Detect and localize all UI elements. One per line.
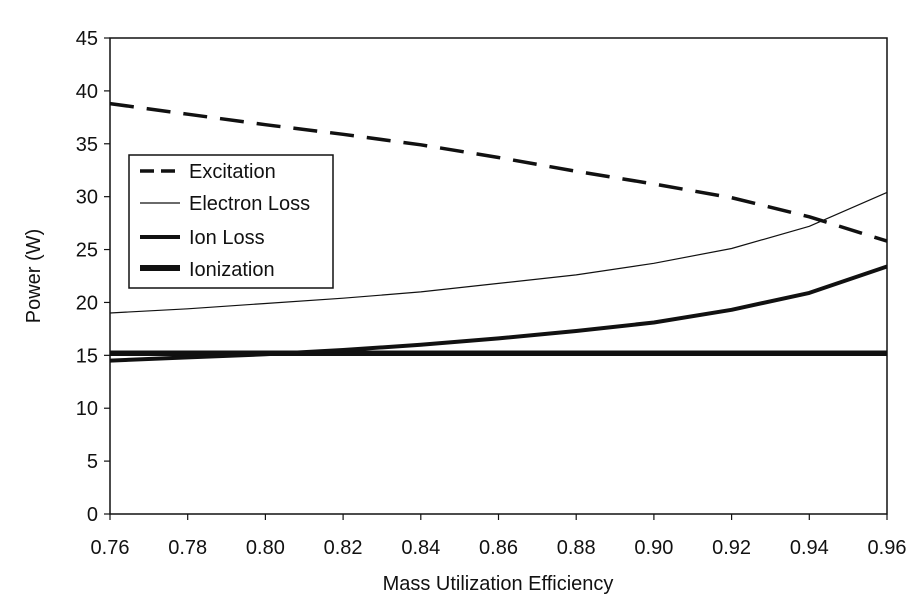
y-tick-label: 40 bbox=[76, 81, 98, 103]
y-tick-label: 15 bbox=[76, 345, 98, 367]
x-tick-label: 0.92 bbox=[712, 537, 751, 559]
x-tick-label: 0.76 bbox=[91, 537, 130, 559]
series-line-excitation bbox=[109, 101, 888, 243]
y-axis: 0 5 10 15 20 25 30 35 40 45 bbox=[76, 28, 110, 526]
x-tick-label: 0.80 bbox=[246, 537, 285, 559]
x-tick-label: 0.90 bbox=[634, 537, 673, 559]
y-tick-label: 0 bbox=[87, 504, 98, 526]
y-tick-label: 25 bbox=[76, 240, 98, 262]
y-tick-label: 5 bbox=[87, 451, 98, 473]
x-tick-label: 0.82 bbox=[324, 537, 363, 559]
y-tick-label: 30 bbox=[76, 187, 98, 209]
x-tick-label: 0.78 bbox=[168, 537, 207, 559]
series-line-electron-loss bbox=[109, 191, 888, 314]
y-tick-label: 35 bbox=[76, 134, 98, 156]
legend-item-ion-loss: Ion Loss bbox=[140, 227, 265, 249]
legend: Excitation Electron Loss Ion Loss Ioniza… bbox=[128, 154, 334, 289]
x-axis: 0.76 0.78 0.80 0.82 0.84 0.86 0.88 0.90 0.92 0.94… bbox=[91, 514, 907, 559]
legend-label-electron-loss: Electron Loss bbox=[189, 193, 310, 215]
x-tick-label: 0.88 bbox=[557, 537, 596, 559]
x-tick-label: 0.86 bbox=[479, 537, 518, 559]
plot-layer bbox=[109, 101, 888, 363]
x-axis-title: Mass Utilization Efficiency bbox=[383, 573, 614, 595]
y-tick-label: 20 bbox=[76, 292, 98, 314]
y-tick-label: 10 bbox=[76, 398, 98, 420]
y-axis-title: Power (W) bbox=[23, 229, 45, 323]
x-tick-label: 0.84 bbox=[401, 537, 440, 559]
legend-item-electron-loss: Electron Loss bbox=[140, 193, 310, 215]
series-line-ion-loss bbox=[109, 264, 888, 363]
legend-label-excitation: Excitation bbox=[189, 161, 276, 183]
x-tick-label: 0.96 bbox=[868, 537, 907, 559]
legend-label-ionization: Ionization bbox=[189, 259, 275, 281]
x-tick-label: 0.94 bbox=[790, 537, 829, 559]
y-tick-label: 45 bbox=[76, 28, 98, 50]
legend-item-ionization: Ionization bbox=[140, 259, 275, 281]
legend-item-excitation: Excitation bbox=[140, 161, 276, 183]
legend-label-ion-loss: Ion Loss bbox=[189, 227, 265, 249]
